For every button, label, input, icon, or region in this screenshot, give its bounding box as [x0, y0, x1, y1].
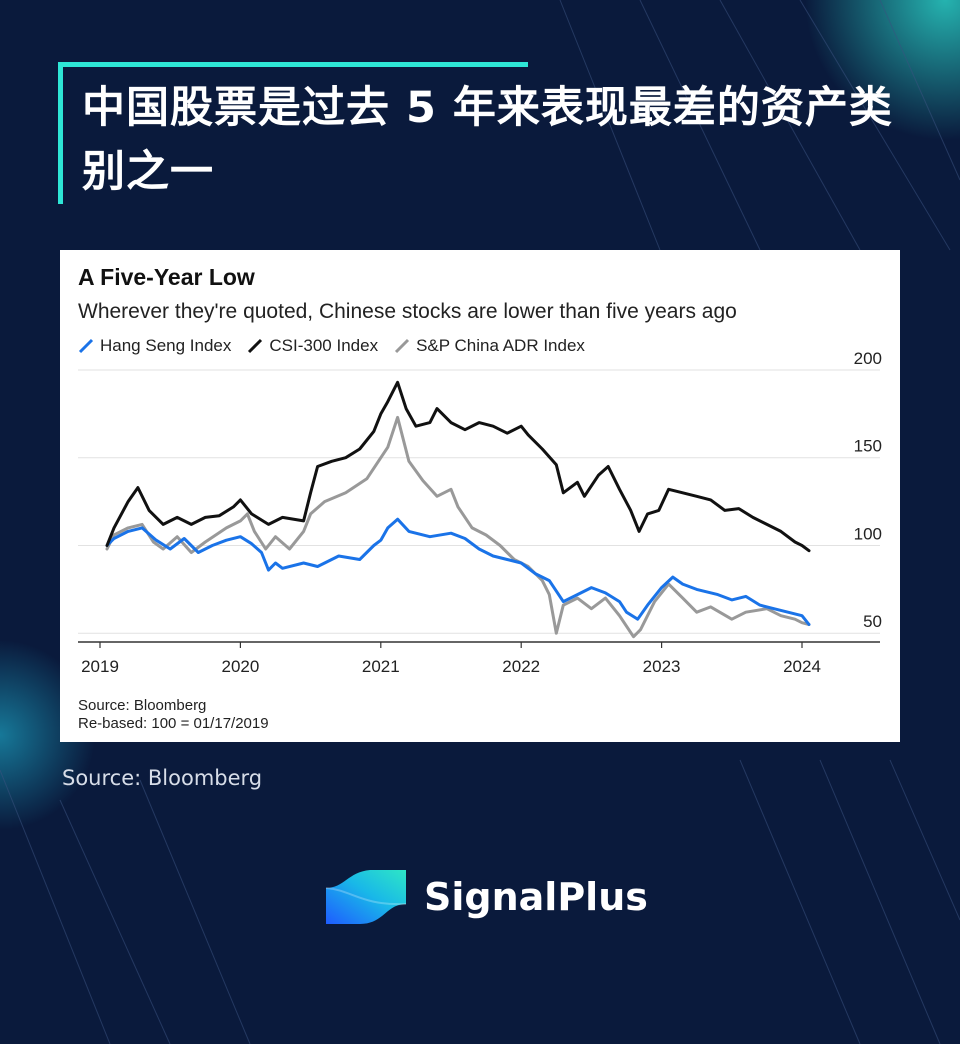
chart-card: 50 100 150 200 2019 2020 2021 2022 2023 2024 A Fi… — [60, 250, 900, 742]
x-tick-label: 2020 — [221, 657, 259, 676]
x-tick-label: 2024 — [783, 657, 821, 676]
chart-source: Source: Bloomberg Re-based: 100 = 01/17/… — [78, 697, 269, 733]
x-tick-label: 2021 — [362, 657, 400, 676]
page-source-note: Source: Bloomberg — [62, 766, 263, 790]
series-line-s-p-china-adr-index — [105, 415, 811, 639]
y-tick-label: 50 — [863, 612, 882, 631]
x-tick-label: 2019 — [81, 657, 119, 676]
legend-label-sp-china-adr: S&P China ADR Index — [416, 336, 585, 355]
chart-plot: 50 100 150 200 2019 2020 2021 2022 2023 2024 — [78, 349, 882, 676]
legend-swatch-hang-seng — [78, 338, 94, 354]
brand-lockup: SignalPlus — [322, 866, 648, 928]
legend-swatch-sp-china-adr — [395, 338, 410, 354]
legend-label-hang-seng: Hang Seng Index — [100, 336, 232, 355]
y-tick-label: 100 — [854, 524, 882, 543]
headline-frame — [58, 62, 528, 204]
legend-label-csi-300: CSI-300 Index — [269, 336, 379, 355]
legend-swatch-csi-300 — [248, 338, 263, 354]
y-tick-label: 150 — [854, 437, 882, 456]
legend-item-csi-300: CSI-300 Index — [247, 336, 378, 356]
legend-item-hang-seng: Hang Seng Index — [78, 336, 231, 356]
chart-title: A Five-Year Low — [78, 264, 255, 290]
headline: 中国股票是过去 5 年来表现最差的资产类别之一 — [82, 83, 893, 197]
chart-subtitle: Wherever they're quoted, Chinese stocks … — [78, 300, 737, 323]
x-tick-label: 2023 — [643, 657, 681, 676]
signalplus-logo-icon — [325, 870, 407, 924]
chart-rebase-note: Re-based: 100 = 01/17/2019 — [78, 715, 269, 732]
y-tick-label: 200 — [854, 349, 882, 368]
brand-name: SignalPlus — [424, 875, 648, 919]
series-line-csi-300-index — [105, 380, 811, 553]
chart-legend: Hang Seng Index CSI-300 Index S&P China … — [78, 336, 585, 356]
legend-item-sp-china-adr: S&P China ADR Index — [394, 336, 585, 356]
series-line-hang-seng-index — [105, 517, 811, 626]
x-tick-label: 2022 — [502, 657, 540, 676]
chart-source-line: Source: Bloomberg — [78, 697, 207, 714]
